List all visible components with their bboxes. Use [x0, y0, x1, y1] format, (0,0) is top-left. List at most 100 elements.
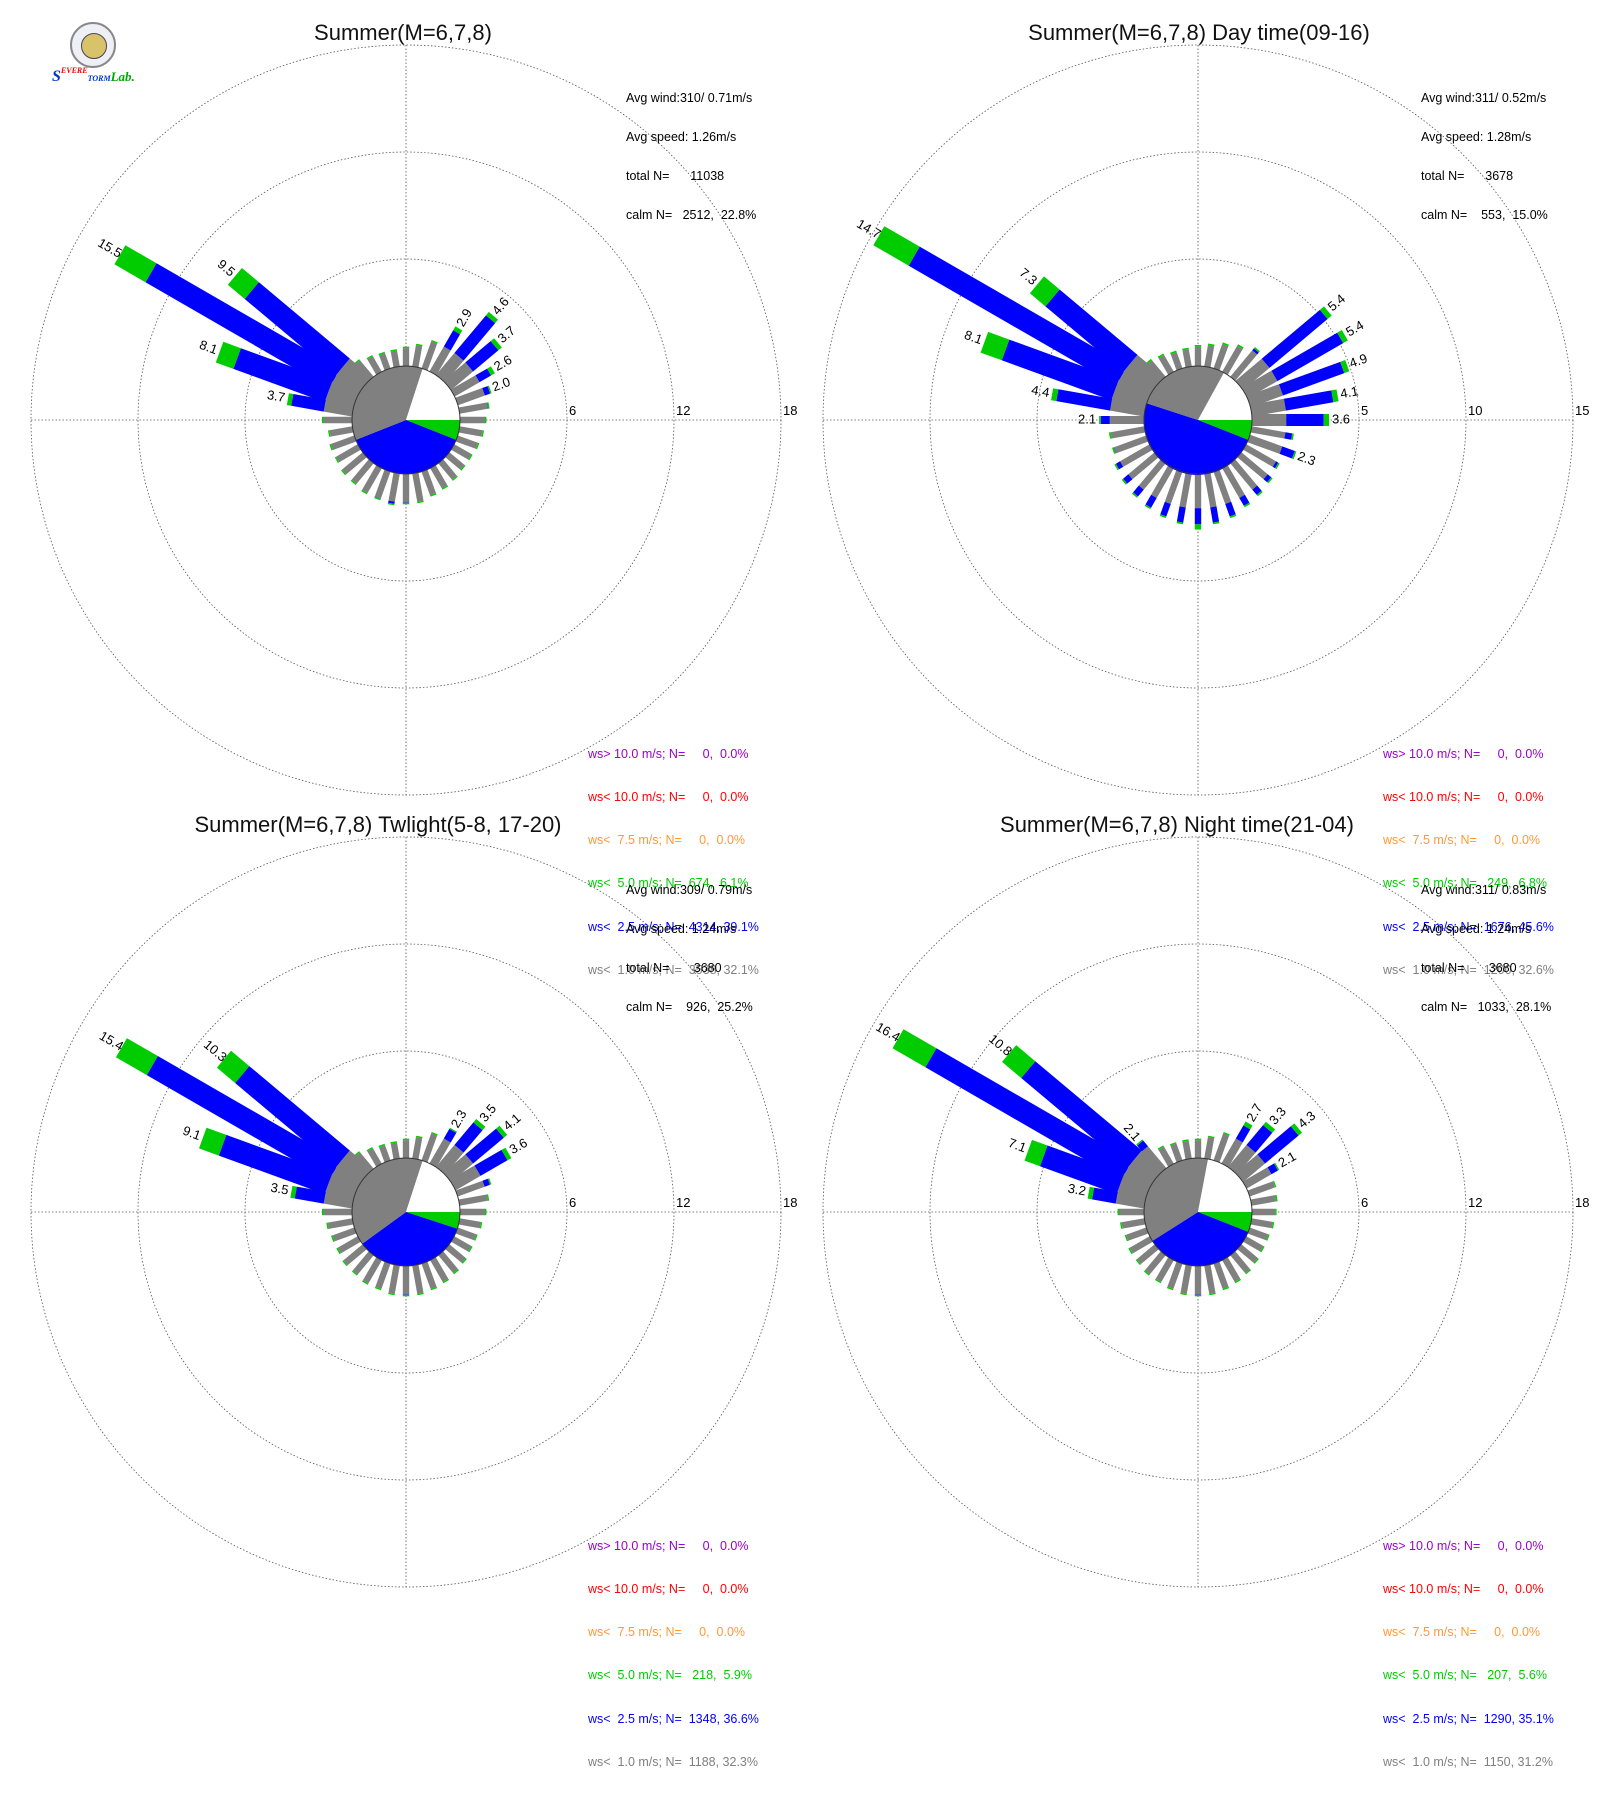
- bar-label: 3.7: [495, 323, 518, 346]
- stats-block: Avg wind:310/ 0.71m/s Avg speed: 1.26m/s…: [626, 66, 756, 248]
- bar-label: 5.4: [1325, 291, 1348, 314]
- legend-lt50: ws< 5.0 m/s; N= 207, 5.6%: [1383, 1668, 1554, 1682]
- avg-wind: Avg wind:311/ 0.83m/s: [1421, 884, 1551, 897]
- wind-bar-small: [403, 347, 409, 366]
- bar-segment-lt50: [1195, 345, 1201, 347]
- bar-segment-calm: [1171, 352, 1183, 370]
- bar-segment-lt25: [1210, 506, 1219, 522]
- bar-label: 3.5: [269, 1180, 289, 1198]
- avg-speed: Avg speed: 1.28m/s: [1421, 131, 1548, 144]
- bar-segment-calm: [1195, 474, 1201, 508]
- bar-segment-lt50: [322, 417, 324, 423]
- wind-bar-small: [403, 474, 409, 504]
- bar-segment-calm: [412, 1265, 423, 1294]
- wind-bar-small: [1170, 351, 1182, 371]
- bar-label: 9.5: [215, 256, 238, 279]
- bar-segment-lt50: [1118, 1209, 1119, 1215]
- calm-pie: [352, 366, 460, 474]
- legend-lt50: ws< 5.0 m/s; N= 218, 5.9%: [588, 1668, 759, 1682]
- bar-segment-calm: [329, 426, 353, 436]
- bar-segment-calm: [456, 1228, 477, 1241]
- wind-bar-small: [460, 1209, 486, 1215]
- ring-label: 12: [676, 403, 690, 418]
- bar-segment-calm: [459, 403, 488, 414]
- bar-label: 2.7: [1243, 1101, 1265, 1124]
- bar-segment-calm: [1248, 1228, 1269, 1241]
- calm-n: calm N= 1033, 28.1%: [1421, 1001, 1551, 1014]
- wind-bar-small: [460, 417, 486, 423]
- ring-label: 15: [1575, 403, 1589, 418]
- wind-bar-small: [459, 1218, 483, 1228]
- bar-label: 2.3: [1296, 448, 1318, 468]
- bar-segment-calm: [403, 1140, 409, 1158]
- bar-label: 8.1: [962, 327, 984, 347]
- bar-label: 2.6: [491, 352, 514, 374]
- wind-bar-small: [459, 426, 484, 437]
- wind-bar-small: [1182, 348, 1192, 368]
- ring-label: 18: [783, 1195, 797, 1210]
- legend-lt10: ws< 10.0 m/s; N= 0, 0.0%: [588, 1582, 759, 1596]
- bar-label: 4.9: [1347, 350, 1369, 370]
- bar-segment-calm: [1181, 1265, 1192, 1294]
- bar-segment-calm: [460, 1209, 485, 1215]
- wind-bar-small: [1252, 1209, 1277, 1215]
- bar-segment-lt50: [485, 417, 486, 423]
- bar-label: 4.6: [489, 294, 512, 317]
- bar-label: 3.2: [1067, 1181, 1087, 1199]
- total-n: total N= 11038: [626, 170, 756, 183]
- wind-bar-small: [1195, 474, 1201, 530]
- bar-label: 3.3: [1266, 1104, 1289, 1127]
- bar-segment-calm: [1204, 1137, 1214, 1159]
- bar-segment-calm: [391, 1143, 400, 1160]
- bar-segment-calm: [1110, 416, 1144, 424]
- ring-label: 12: [1468, 1195, 1482, 1210]
- wind-bar-small: [403, 1266, 409, 1296]
- bar-segment-lt25: [444, 330, 460, 350]
- calm-n: calm N= 2512, 22.8%: [626, 209, 756, 222]
- legend-lt10: ws< 10.0 m/s; N= 0, 0.0%: [1383, 1582, 1554, 1596]
- avg-wind: Avg wind:309/ 0.79m/s: [626, 884, 753, 897]
- wind-bar-small: [412, 473, 424, 504]
- bar-segment-calm: [412, 345, 422, 367]
- bar-segment-calm: [1251, 1195, 1277, 1206]
- avg-speed: Avg speed: 1.24m/s: [626, 923, 753, 936]
- bar-label: 5.4: [1343, 317, 1366, 339]
- wind-bar-small: [412, 1136, 422, 1160]
- wind-bar-small: [1109, 426, 1146, 439]
- ring-label: 18: [783, 403, 797, 418]
- bar-segment-lt50: [403, 503, 409, 504]
- wind-bar-small: [328, 426, 353, 437]
- wind-bar-small: [379, 1144, 391, 1163]
- wind-bar-small: [1180, 1265, 1192, 1296]
- bar-segment-calm: [1121, 1218, 1145, 1228]
- wind-bar-small: [1120, 1218, 1145, 1229]
- ring-label: 18: [1575, 1195, 1589, 1210]
- bar-segment-lt25: [1225, 502, 1236, 517]
- wind-bar: [1099, 416, 1144, 424]
- bar-segment-calm: [403, 348, 409, 366]
- bar-segment-calm: [459, 1195, 488, 1206]
- wind-bar-small: [388, 1265, 400, 1296]
- bar-label: 2.9: [453, 306, 475, 329]
- bar-label: 3.5: [476, 1101, 499, 1124]
- bar-label: 3.6: [507, 1135, 530, 1157]
- bar-segment-lt50: [1195, 1295, 1201, 1296]
- legend-lt75: ws< 7.5 m/s; N= 0, 0.0%: [588, 1625, 759, 1639]
- bar-segment-lt50: [403, 1139, 409, 1141]
- bar-label: 4.4: [1030, 382, 1050, 400]
- bar-label: 8.1: [198, 337, 220, 357]
- wind-bar-small: [379, 352, 391, 371]
- bar-segment-calm: [1195, 1266, 1201, 1295]
- wind-bar-small: [326, 1218, 353, 1229]
- wind-bar-small: [459, 1194, 490, 1206]
- bar-segment-lt25: [1284, 390, 1334, 410]
- avg-wind: Avg wind:311/ 0.52m/s: [1421, 92, 1548, 105]
- bar-label: 2.1: [1078, 411, 1096, 426]
- wind-bar-small: [459, 402, 490, 414]
- wind-bar-small: [1118, 1209, 1144, 1215]
- logo-text: SEVERETORMLab.: [52, 66, 135, 86]
- bar-label: 4.1: [500, 1110, 523, 1133]
- stats-block: Avg wind:309/ 0.79m/s Avg speed: 1.24m/s…: [626, 858, 753, 1040]
